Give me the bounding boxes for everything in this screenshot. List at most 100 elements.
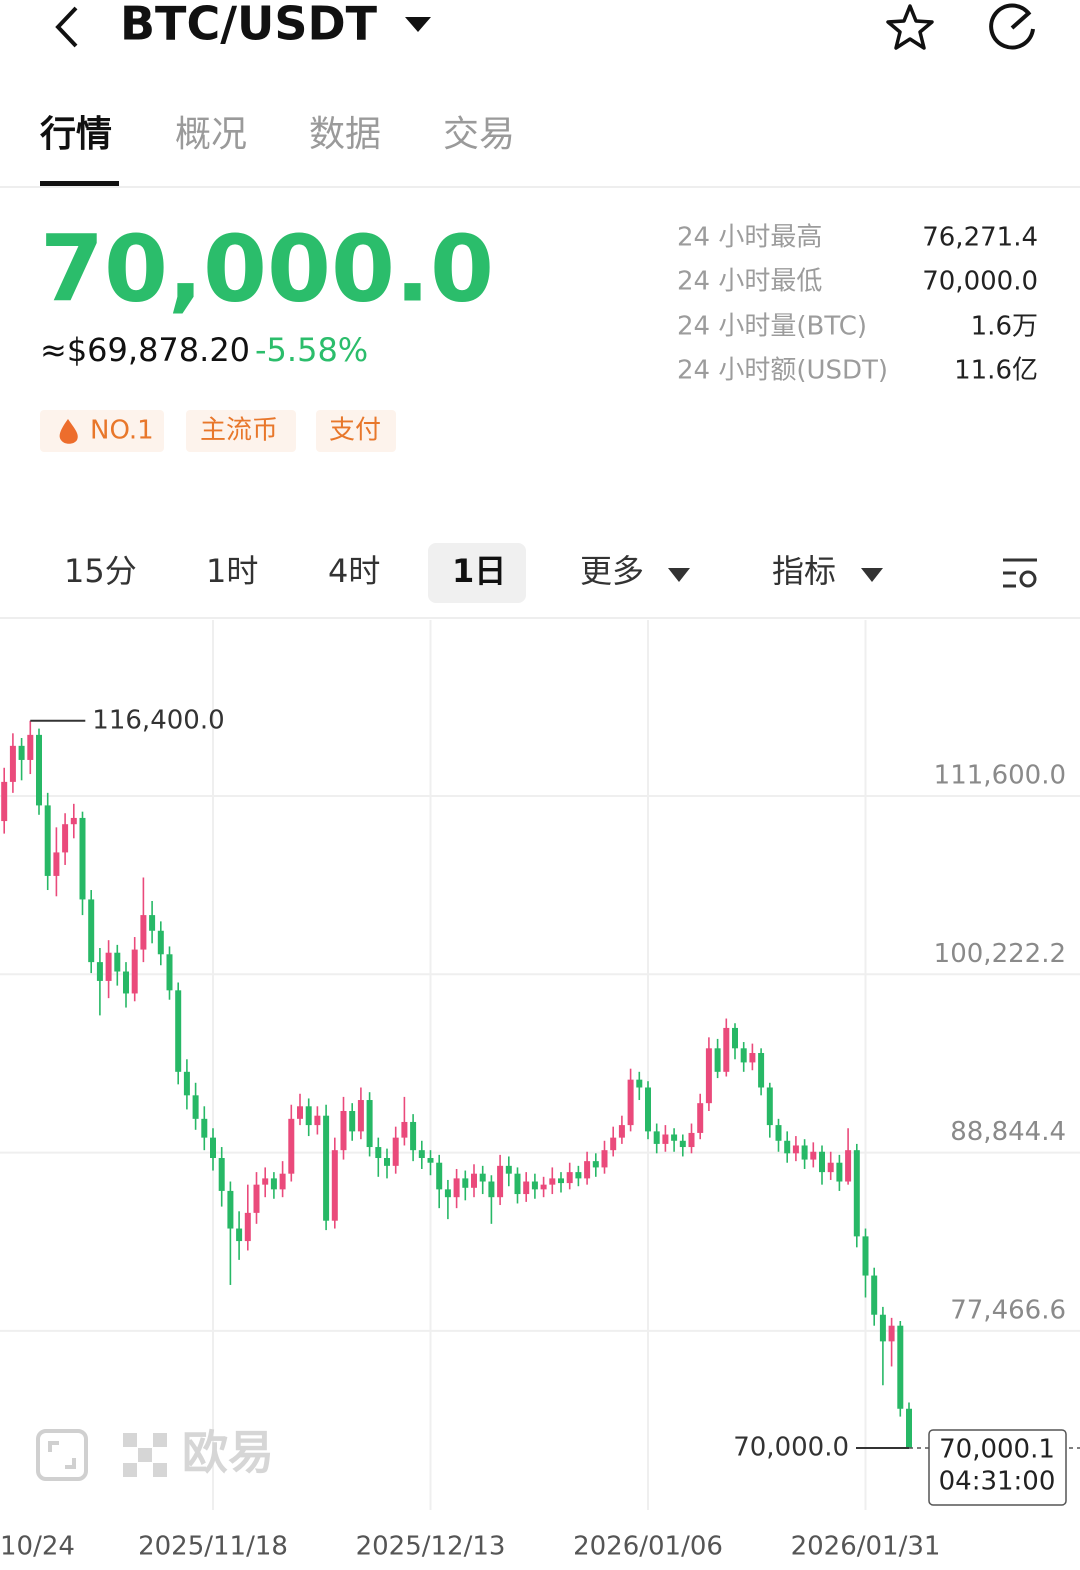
- candle-body: [262, 1178, 269, 1185]
- candle-body: [9, 745, 16, 782]
- interval[interactable]: 1时: [206, 552, 258, 590]
- x-tick-label: 10/24: [0, 1532, 75, 1562]
- candle-body: [192, 1095, 199, 1119]
- tag[interactable]: 支付: [329, 416, 381, 446]
- favorite-star[interactable]: [886, 4, 934, 50]
- interval[interactable]: 15分: [64, 552, 137, 590]
- candle-body: [601, 1150, 608, 1168]
- candle-body: [897, 1325, 904, 1409]
- interval[interactable]: 指标: [772, 552, 836, 590]
- interval[interactable]: 1日: [452, 552, 506, 590]
- candle-body: [618, 1125, 625, 1138]
- candle-body: [70, 817, 77, 825]
- candle-body: [836, 1162, 843, 1182]
- tab-underline: [40, 181, 119, 186]
- candle-body: [244, 1212, 251, 1242]
- candle-body: [505, 1165, 512, 1174]
- candle-body: [149, 915, 156, 931]
- candle-body: [871, 1275, 878, 1315]
- candle-body: [853, 1150, 860, 1237]
- candle-body: [218, 1158, 225, 1191]
- candle-body: [288, 1118, 295, 1174]
- interval[interactable]: 更多: [580, 552, 644, 590]
- candle-body: [697, 1103, 704, 1133]
- candle-body: [323, 1115, 330, 1221]
- tab[interactable]: 行情: [40, 114, 112, 155]
- candle-body: [627, 1079, 634, 1126]
- candle-body: [558, 1178, 564, 1184]
- candle-body: [497, 1165, 504, 1198]
- candle-body: [462, 1178, 469, 1188]
- candle-body: [392, 1137, 399, 1166]
- tag[interactable]: 主流币: [200, 416, 278, 446]
- candle-body: [549, 1178, 556, 1185]
- usd-price: ≈$69,878.20: [40, 331, 250, 369]
- candle-body: [123, 971, 129, 994]
- candle-body: [410, 1121, 417, 1151]
- candle-body: [253, 1184, 260, 1213]
- candle-body: [418, 1150, 425, 1159]
- candle-body: [479, 1173, 486, 1182]
- candle-body: [775, 1125, 782, 1141]
- candle-body: [366, 1100, 373, 1148]
- candle-body: [27, 734, 34, 760]
- candle-body: [96, 962, 103, 981]
- y-tick-label: 77,466.6: [950, 1295, 1066, 1325]
- interval[interactable]: 4时: [328, 552, 380, 590]
- back-button[interactable]: [55, 6, 78, 48]
- candle-body: [36, 734, 42, 806]
- tab[interactable]: 交易: [443, 114, 515, 155]
- dropdown-arrow: [668, 568, 690, 582]
- candle-body: [584, 1161, 591, 1179]
- stat-label: 24 小时额(USDT): [677, 356, 888, 386]
- tab[interactable]: 数据: [309, 114, 381, 155]
- candle-body: [723, 1027, 730, 1072]
- grid: 77,466.6 88,844.4 100,222.2 111,600.0 10/24 2…: [0, 620, 1080, 1562]
- candle-body: [766, 1087, 773, 1126]
- candle-body: [514, 1173, 521, 1195]
- candle-body: [523, 1181, 530, 1195]
- candle-body: [79, 817, 86, 900]
- candle-body: [175, 990, 182, 1072]
- candle-body: [645, 1087, 651, 1132]
- stat-label: 24 小时最高: [677, 223, 822, 253]
- refresh-icon[interactable]: [989, 3, 1035, 50]
- watermark: 欧易: [36, 1426, 274, 1481]
- candle-body: [540, 1184, 547, 1190]
- candle-body: [879, 1314, 886, 1342]
- candle-body: [758, 1053, 765, 1088]
- candle-body: [636, 1079, 643, 1088]
- watermark-text: 欧易: [182, 1426, 274, 1480]
- stat-value: 1.6万: [971, 312, 1038, 342]
- chart-settings[interactable]: [1003, 558, 1037, 588]
- candle-body: [314, 1115, 321, 1126]
- candle-body: [157, 930, 164, 955]
- candle-body: [44, 805, 51, 876]
- candle-body: [888, 1325, 895, 1342]
- interval-active-bg: [428, 543, 526, 603]
- candle-body: [375, 1147, 382, 1159]
- stat-label: 24 小时最低: [677, 267, 822, 297]
- stat-value: 76,271.4: [922, 223, 1038, 253]
- candle-body: [453, 1178, 460, 1198]
- pair-title[interactable]: BTC/USDT: [120, 0, 378, 51]
- candle-body: [662, 1134, 669, 1144]
- candle-body: [88, 899, 95, 963]
- pair-dropdown[interactable]: [405, 17, 431, 32]
- stat-value: 70,000.0: [922, 267, 1038, 297]
- tag[interactable]: NO.1: [90, 416, 154, 446]
- dropdown-arrow: [861, 568, 883, 582]
- candle-body: [279, 1173, 286, 1190]
- candle-body: [688, 1132, 695, 1148]
- candle-body: [297, 1106, 303, 1119]
- candle-body: [653, 1131, 660, 1144]
- candle-body: [427, 1158, 434, 1163]
- candle-body: [53, 852, 60, 876]
- candle-body: [845, 1150, 852, 1182]
- candle-body: [210, 1137, 216, 1159]
- tab[interactable]: 概况: [175, 114, 247, 155]
- candle-body: [227, 1190, 234, 1229]
- y-tick-label: 88,844.4: [950, 1117, 1066, 1147]
- candle-body: [471, 1173, 477, 1188]
